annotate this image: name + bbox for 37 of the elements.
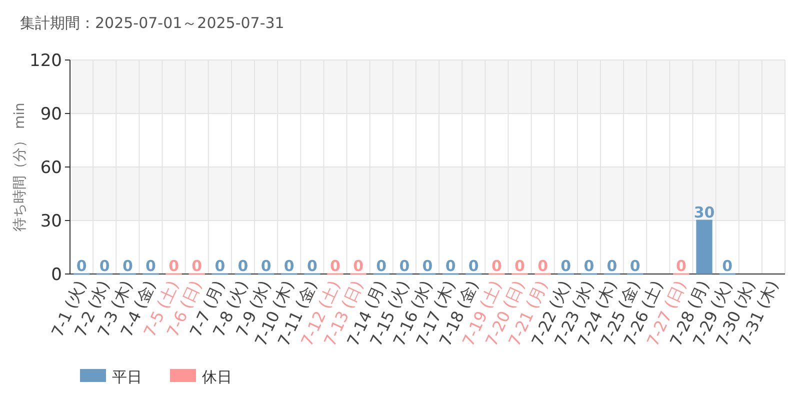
data-label: 0: [468, 257, 479, 275]
legend-label: 休日: [202, 368, 232, 386]
data-label: 0: [538, 257, 548, 275]
data-label: 0: [630, 257, 640, 275]
y-tick-label: 30: [40, 212, 62, 232]
y-tick-label: 90: [40, 104, 62, 124]
data-label: 0: [260, 257, 272, 275]
data-label: 0: [122, 257, 133, 275]
data-label: 0: [676, 257, 686, 275]
data-label: 0: [584, 257, 594, 275]
data-label: 0: [514, 257, 525, 275]
data-label: 0: [214, 257, 226, 275]
y-tick-label: 0: [51, 265, 62, 285]
data-label: 0: [99, 257, 110, 275]
data-label: 0: [238, 257, 248, 275]
data-label: 0: [330, 257, 340, 275]
y-tick-label: 120: [30, 51, 62, 71]
data-label: 0: [76, 257, 87, 275]
data-label: 0: [606, 257, 618, 275]
data-label: 0: [722, 257, 733, 275]
data-label: 0: [192, 257, 202, 275]
data-label: 0: [560, 257, 572, 275]
legend-label: 平日: [112, 368, 142, 386]
data-label: 0: [146, 257, 156, 275]
data-label: 0: [376, 257, 387, 275]
data-label: 0: [445, 257, 456, 275]
data-label: 0: [306, 257, 318, 275]
y-tick-label: 60: [40, 158, 62, 178]
data-label: 0: [422, 257, 433, 275]
data-label: 0: [168, 257, 180, 275]
data-label: 0: [399, 257, 410, 275]
data-label: 30: [694, 204, 715, 222]
y-axis-title: 待ち時間（分） min: [12, 102, 28, 232]
data-label: 0: [284, 257, 294, 275]
data-label: 0: [491, 257, 502, 275]
chart-title: 集計期間：2025-07-01～2025-07-31: [20, 14, 284, 32]
data-label: 0: [353, 257, 364, 275]
